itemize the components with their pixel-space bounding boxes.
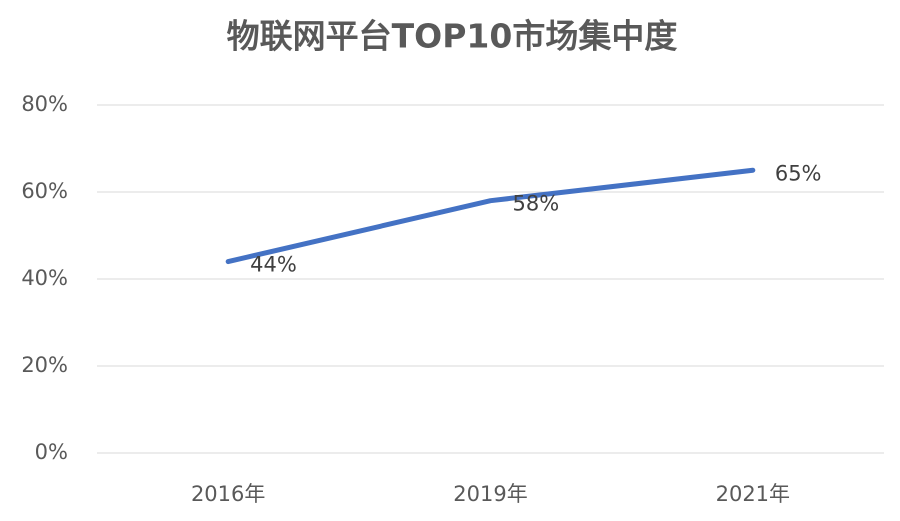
data-label: 44% [250, 253, 297, 277]
x-tick-label: 2016年 [191, 482, 265, 506]
y-tick-label: 80% [21, 92, 68, 116]
data-label: 58% [513, 192, 560, 216]
data-line [225, 167, 756, 265]
data-label: 65% [775, 161, 822, 185]
y-tick-label: 40% [21, 266, 68, 290]
x-tick-label: 2019年 [453, 482, 527, 506]
x-tick-label: 2021年 [716, 482, 790, 506]
y-tick-label: 60% [21, 179, 68, 203]
y-tick-label: 0% [35, 440, 68, 464]
chart-title: 物联网平台TOP10市场集中度 [227, 17, 678, 56]
y-tick-label: 20% [21, 353, 68, 377]
